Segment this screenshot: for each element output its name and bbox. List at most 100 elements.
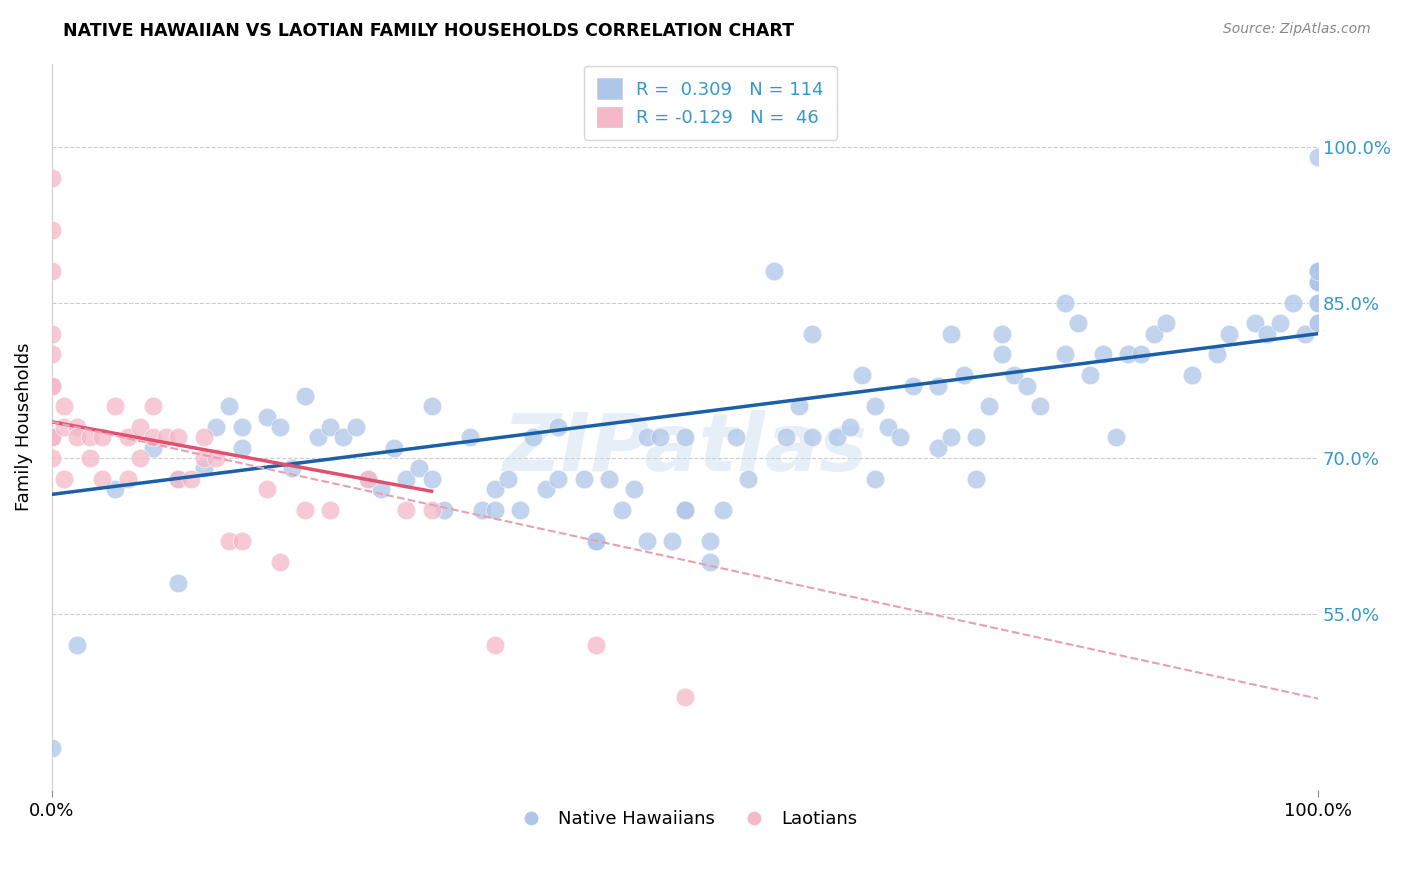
Point — [1308, 316, 1330, 330]
Point — [547, 420, 569, 434]
Point — [294, 503, 316, 517]
Point — [711, 503, 734, 517]
Point — [53, 399, 76, 413]
Point — [218, 399, 240, 413]
Point — [294, 389, 316, 403]
Point — [420, 503, 443, 517]
Point — [724, 430, 747, 444]
Point — [142, 399, 165, 413]
Point — [484, 638, 506, 652]
Point — [129, 451, 152, 466]
Point — [41, 378, 63, 392]
Point — [522, 430, 544, 444]
Point — [458, 430, 481, 444]
Point — [41, 430, 63, 444]
Point — [205, 451, 228, 466]
Point — [863, 399, 886, 413]
Point — [889, 430, 911, 444]
Point — [307, 430, 329, 444]
Point — [231, 534, 253, 549]
Point — [41, 223, 63, 237]
Text: NATIVE HAWAIIAN VS LAOTIAN FAMILY HOUSEHOLDS CORRELATION CHART: NATIVE HAWAIIAN VS LAOTIAN FAMILY HOUSEH… — [63, 22, 794, 40]
Point — [509, 503, 531, 517]
Point — [66, 430, 89, 444]
Point — [1308, 275, 1330, 289]
Point — [1308, 264, 1330, 278]
Point — [939, 326, 962, 341]
Point — [41, 347, 63, 361]
Point — [142, 441, 165, 455]
Point — [800, 326, 823, 341]
Point — [395, 503, 418, 517]
Point — [281, 461, 304, 475]
Point — [1308, 275, 1330, 289]
Point — [1308, 150, 1330, 164]
Point — [269, 555, 291, 569]
Point — [648, 430, 671, 444]
Point — [218, 534, 240, 549]
Point — [344, 420, 367, 434]
Point — [91, 430, 114, 444]
Point — [838, 420, 860, 434]
Point — [585, 534, 607, 549]
Point — [598, 472, 620, 486]
Point — [41, 326, 63, 341]
Text: Source: ZipAtlas.com: Source: ZipAtlas.com — [1223, 22, 1371, 37]
Point — [408, 461, 430, 475]
Point — [737, 472, 759, 486]
Point — [623, 482, 645, 496]
Point — [269, 420, 291, 434]
Point — [104, 399, 127, 413]
Point — [1053, 347, 1076, 361]
Point — [939, 430, 962, 444]
Point — [673, 503, 696, 517]
Point — [673, 430, 696, 444]
Point — [825, 430, 848, 444]
Point — [1308, 264, 1330, 278]
Point — [142, 430, 165, 444]
Point — [41, 264, 63, 278]
Point — [585, 638, 607, 652]
Point — [1243, 316, 1265, 330]
Point — [79, 430, 101, 444]
Point — [41, 378, 63, 392]
Point — [104, 482, 127, 496]
Point — [53, 472, 76, 486]
Point — [1205, 347, 1227, 361]
Point — [1281, 295, 1303, 310]
Point — [1091, 347, 1114, 361]
Point — [1308, 275, 1330, 289]
Point — [382, 441, 405, 455]
Point — [129, 420, 152, 434]
Point — [1218, 326, 1240, 341]
Point — [256, 482, 278, 496]
Point — [433, 503, 456, 517]
Point — [1308, 275, 1330, 289]
Point — [484, 503, 506, 517]
Point — [610, 503, 633, 517]
Point — [1308, 275, 1330, 289]
Point — [1308, 295, 1330, 310]
Point — [193, 451, 215, 466]
Point — [53, 420, 76, 434]
Point — [357, 472, 380, 486]
Point — [1002, 368, 1025, 383]
Point — [673, 690, 696, 704]
Point — [1015, 378, 1038, 392]
Point — [1180, 368, 1202, 383]
Point — [1308, 295, 1330, 310]
Point — [167, 472, 190, 486]
Point — [927, 378, 949, 392]
Point — [1268, 316, 1291, 330]
Point — [155, 430, 177, 444]
Point — [357, 472, 380, 486]
Point — [420, 472, 443, 486]
Point — [585, 534, 607, 549]
Point — [79, 451, 101, 466]
Point — [990, 326, 1012, 341]
Point — [534, 482, 557, 496]
Point — [41, 430, 63, 444]
Point — [205, 420, 228, 434]
Point — [66, 420, 89, 434]
Point — [231, 441, 253, 455]
